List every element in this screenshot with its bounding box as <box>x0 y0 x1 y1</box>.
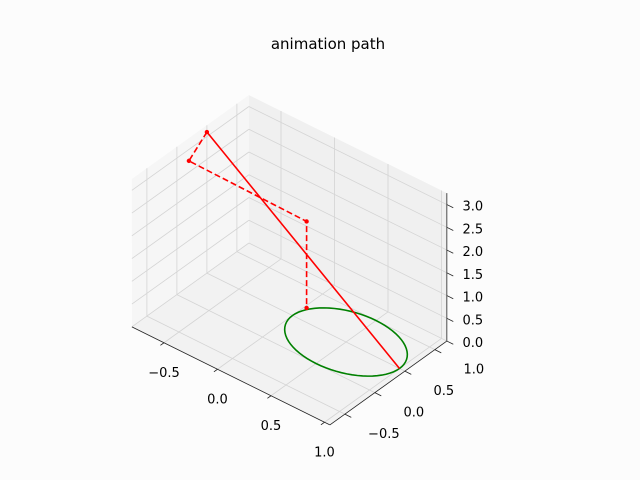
z-tick-label: 3.0 <box>463 200 484 215</box>
grid-line <box>248 128 448 228</box>
z-tick-label: 2.5 <box>463 222 484 237</box>
z-tick <box>446 272 454 277</box>
grid-line <box>176 294 376 394</box>
z-tick <box>446 317 454 322</box>
grid-line <box>248 219 448 319</box>
axes-panes <box>131 95 447 425</box>
z-tick-label: 1.0 <box>463 291 484 306</box>
grid-line <box>131 197 250 282</box>
z-tick-label: 2.0 <box>463 245 484 260</box>
x-tick <box>320 421 325 426</box>
series-dashed-path <box>187 131 308 308</box>
z-tick-label: 1.5 <box>463 268 484 283</box>
y-tick-label: −0.5 <box>368 427 400 442</box>
series-solid-path <box>206 131 401 370</box>
grid-line <box>131 151 250 237</box>
back-pane <box>248 95 447 342</box>
grid-line <box>163 258 282 344</box>
x-axis-line <box>131 326 331 426</box>
y-tick-label: 0.0 <box>404 406 425 421</box>
floor-pane <box>131 243 447 425</box>
grid-line <box>248 197 448 296</box>
data-series <box>186 129 409 377</box>
y-tick-label: 1.0 <box>464 363 485 378</box>
x-tick-label: 0.5 <box>261 419 282 434</box>
grid-line <box>131 106 250 191</box>
y-tick <box>344 413 352 418</box>
tick-labels: −0.5 0.0 0.5 1.0 −0.5 0.0 0.5 1.0 0.0 0.5 1.0 1.5 2.… <box>148 200 484 461</box>
y-tick <box>404 370 412 375</box>
axis-lines <box>131 193 454 426</box>
grid-line <box>131 219 250 305</box>
x-tick <box>213 368 218 373</box>
x-tick <box>160 342 165 346</box>
grid-line <box>270 311 389 397</box>
grid-lines <box>131 103 448 423</box>
grid-line <box>248 242 448 342</box>
grid-line <box>217 285 335 370</box>
path-point-marker <box>186 158 192 164</box>
z-tick <box>446 249 454 254</box>
z-tick <box>446 295 454 300</box>
y-tick-label: 0.5 <box>434 384 455 399</box>
z-tick <box>446 340 454 345</box>
grid-line <box>248 174 448 274</box>
x-tick-label: 1.0 <box>314 445 335 460</box>
z-tick-label: 0.5 <box>463 313 484 328</box>
grid-line <box>206 272 406 372</box>
z-tick <box>446 226 454 231</box>
x-tick-label: 0.0 <box>207 392 228 407</box>
grid-line <box>131 242 250 328</box>
y-tick <box>374 392 382 397</box>
x-tick <box>267 395 272 399</box>
left-pane <box>131 95 249 327</box>
grid-line <box>131 174 250 259</box>
series-circle-path <box>283 307 409 377</box>
grid-line <box>248 151 448 251</box>
y-axis-line <box>329 340 448 426</box>
grid-line <box>146 315 346 415</box>
grid-line <box>324 338 442 423</box>
path-point-marker <box>304 305 309 311</box>
grid-line <box>248 106 448 205</box>
y-tick <box>434 349 442 354</box>
z-tick-label: 0.0 <box>463 336 484 351</box>
z-tick <box>446 204 454 209</box>
path-point-marker <box>304 219 309 224</box>
chart-title: animation path <box>271 35 385 53</box>
path-point-marker <box>204 129 210 135</box>
x-tick-label: −0.5 <box>148 366 180 381</box>
grid-line <box>236 251 436 351</box>
grid-line <box>131 128 250 214</box>
